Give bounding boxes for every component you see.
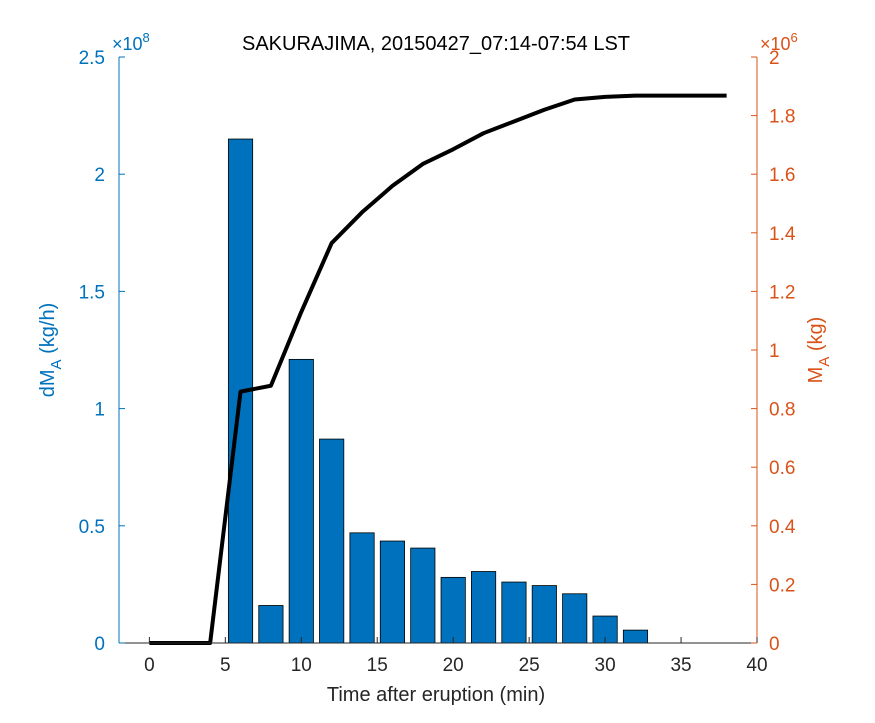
x-tick-label-1: 5 bbox=[220, 655, 231, 676]
right-tick-label-7: 1.4 bbox=[769, 224, 796, 245]
bar-1 bbox=[258, 605, 284, 644]
left-tick-label-5: 2.5 bbox=[79, 48, 105, 69]
x-tick-label-3: 15 bbox=[367, 655, 388, 676]
right-axis-exponent: ×106 bbox=[760, 30, 798, 54]
bar-9 bbox=[501, 581, 527, 644]
bar-6 bbox=[410, 547, 436, 644]
right-tick-label-1: 0.2 bbox=[769, 575, 795, 596]
x-tick-label-7: 35 bbox=[670, 655, 691, 676]
left-axis-title-unit: (kg/h) bbox=[37, 303, 59, 360]
bar-11 bbox=[562, 593, 588, 644]
left-tick-label-0: 0 bbox=[94, 634, 105, 655]
left-exponent-base: ×10 bbox=[112, 34, 143, 54]
chart-title: SAKURAJIMA, 20150427_07:14-07:54 LST bbox=[242, 33, 630, 55]
left-axis-title: dMA (kg/h) bbox=[37, 303, 65, 398]
left-exponent-power: 8 bbox=[143, 30, 150, 45]
bar-4 bbox=[349, 532, 375, 644]
right-exponent-base: ×10 bbox=[760, 34, 791, 54]
left-tick-label-2: 1 bbox=[94, 400, 105, 421]
right-axis-title-sub: A bbox=[816, 357, 833, 367]
right-tick-label-10: 2 bbox=[769, 48, 780, 69]
left-axis-title-sub: A bbox=[48, 359, 65, 369]
right-tick-label-4: 0.8 bbox=[769, 400, 795, 421]
x-tick-label-6: 30 bbox=[595, 655, 616, 676]
right-tick-label-6: 1.2 bbox=[769, 282, 795, 303]
x-axis-title: Time after eruption (min) bbox=[327, 684, 545, 706]
bar-13 bbox=[622, 629, 649, 644]
left-tick-label-3: 1.5 bbox=[79, 282, 105, 303]
x-tick-label-4: 20 bbox=[443, 655, 464, 676]
right-tick-label-8: 1.6 bbox=[769, 165, 795, 186]
x-tick-label-2: 10 bbox=[291, 655, 312, 676]
right-tick-label-3: 0.6 bbox=[769, 458, 795, 479]
x-tick-label-8: 40 bbox=[746, 655, 767, 676]
right-tick-label-2: 0.4 bbox=[769, 517, 796, 538]
right-tick-label-5: 1 bbox=[769, 341, 780, 362]
left-axis-exponent: ×108 bbox=[112, 30, 150, 54]
right-exponent-power: 6 bbox=[791, 30, 798, 45]
bar-5 bbox=[379, 540, 405, 644]
right-axis-title: MA (kg) bbox=[805, 317, 833, 384]
left-tick-label-1: 0.5 bbox=[79, 517, 105, 538]
bar-2 bbox=[288, 358, 314, 644]
cumulative-mass-line bbox=[149, 93, 727, 645]
bar-3 bbox=[319, 438, 345, 644]
right-tick-label-9: 1.8 bbox=[769, 107, 795, 128]
bar-8 bbox=[471, 571, 497, 644]
left-axis-title-main: dM bbox=[37, 369, 59, 397]
x-tick-label-0: 0 bbox=[144, 655, 155, 676]
axes-layer: 0 5 10 15 20 25 30 35 4000.511.522.500.20.40.60.… bbox=[79, 48, 796, 676]
bar-10 bbox=[531, 585, 557, 644]
line-layer bbox=[149, 93, 727, 645]
right-tick-label-0: 0 bbox=[769, 634, 780, 655]
bar-7 bbox=[440, 576, 466, 644]
x-tick-label-5: 25 bbox=[519, 655, 540, 676]
bars-layer bbox=[227, 138, 649, 644]
left-tick-label-4: 2 bbox=[94, 165, 105, 186]
right-axis-title-main: M bbox=[805, 367, 827, 384]
right-axis-title-unit: (kg) bbox=[805, 317, 827, 357]
